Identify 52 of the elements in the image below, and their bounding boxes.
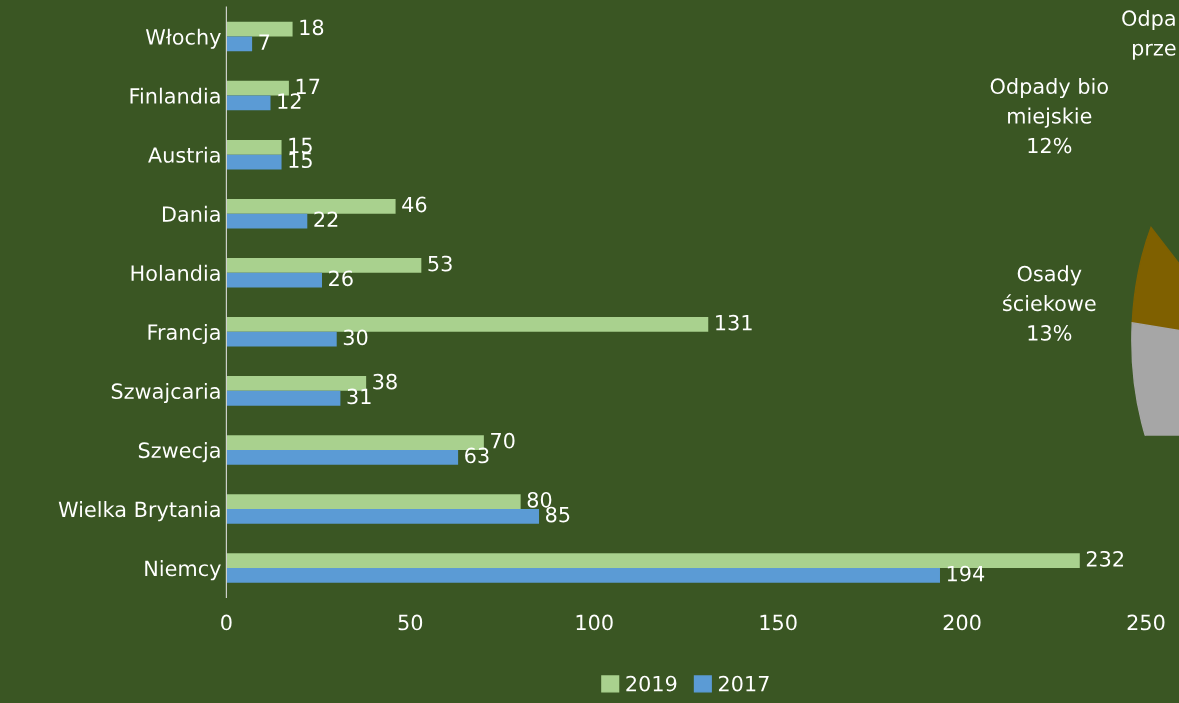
data-label: 30 <box>343 329 368 346</box>
y-tick-label: Finlandia <box>130 87 220 104</box>
data-label: 38 <box>373 373 397 390</box>
x-tick-label: 100 <box>576 614 613 631</box>
bar <box>226 331 337 347</box>
data-label: 63 <box>465 447 489 464</box>
y-tick-label: Austria <box>148 146 220 163</box>
data-label: 17 <box>296 78 320 94</box>
data-label: 70 <box>491 432 515 449</box>
data-label: 80 <box>527 491 552 508</box>
y-tick-label: Niemcy <box>145 560 221 581</box>
data-label: 15 <box>289 137 312 154</box>
bar <box>226 449 459 465</box>
x-tick-label: 50 <box>398 614 423 631</box>
data-label: 232 <box>1086 550 1124 567</box>
bar <box>226 213 308 229</box>
x-tick-label: 200 <box>943 614 981 631</box>
data-label: 31 <box>347 388 371 405</box>
y-tick-label: Włochy <box>145 28 221 49</box>
bar <box>226 154 282 170</box>
legend-label: 2019 <box>626 675 677 692</box>
y-tick-label: Wielka Brytania <box>58 501 220 522</box>
data-label: 131 <box>716 314 752 331</box>
legend-label: 2017 <box>718 675 769 692</box>
data-label: 46 <box>402 196 427 213</box>
data-label: 85 <box>546 506 570 523</box>
data-label: 22 <box>314 211 338 227</box>
bar <box>226 494 521 509</box>
bar <box>226 95 271 111</box>
data-label: 12 <box>278 93 301 109</box>
y-tick-label: Dania <box>162 205 220 222</box>
data-label: 194 <box>947 565 985 582</box>
annotation: Odpady bio miejskie 12% <box>990 77 1108 154</box>
bar <box>226 139 282 155</box>
x-tick-label: 250 <box>1127 614 1165 631</box>
bar <box>226 508 540 524</box>
bar <box>226 568 940 583</box>
data-label: 7 <box>259 34 270 50</box>
bar <box>226 390 341 406</box>
y-tick-label: Szwajcaria <box>111 382 220 404</box>
y-tick-label: Francja <box>148 323 220 345</box>
data-label: 18 <box>300 19 324 36</box>
x-tick-label: 150 <box>760 614 797 631</box>
annotation: Odpa prze <box>1122 9 1176 60</box>
x-tick-label: 0 <box>221 614 232 631</box>
data-label: 53 <box>428 255 452 272</box>
bar <box>226 36 253 52</box>
bar <box>226 272 323 288</box>
annotation: Osady ściekowe 13% <box>1003 265 1096 341</box>
y-tick-label: Holandia <box>131 264 220 281</box>
data-label: 26 <box>329 270 353 287</box>
y-tick-label: Szwecja <box>138 442 220 463</box>
